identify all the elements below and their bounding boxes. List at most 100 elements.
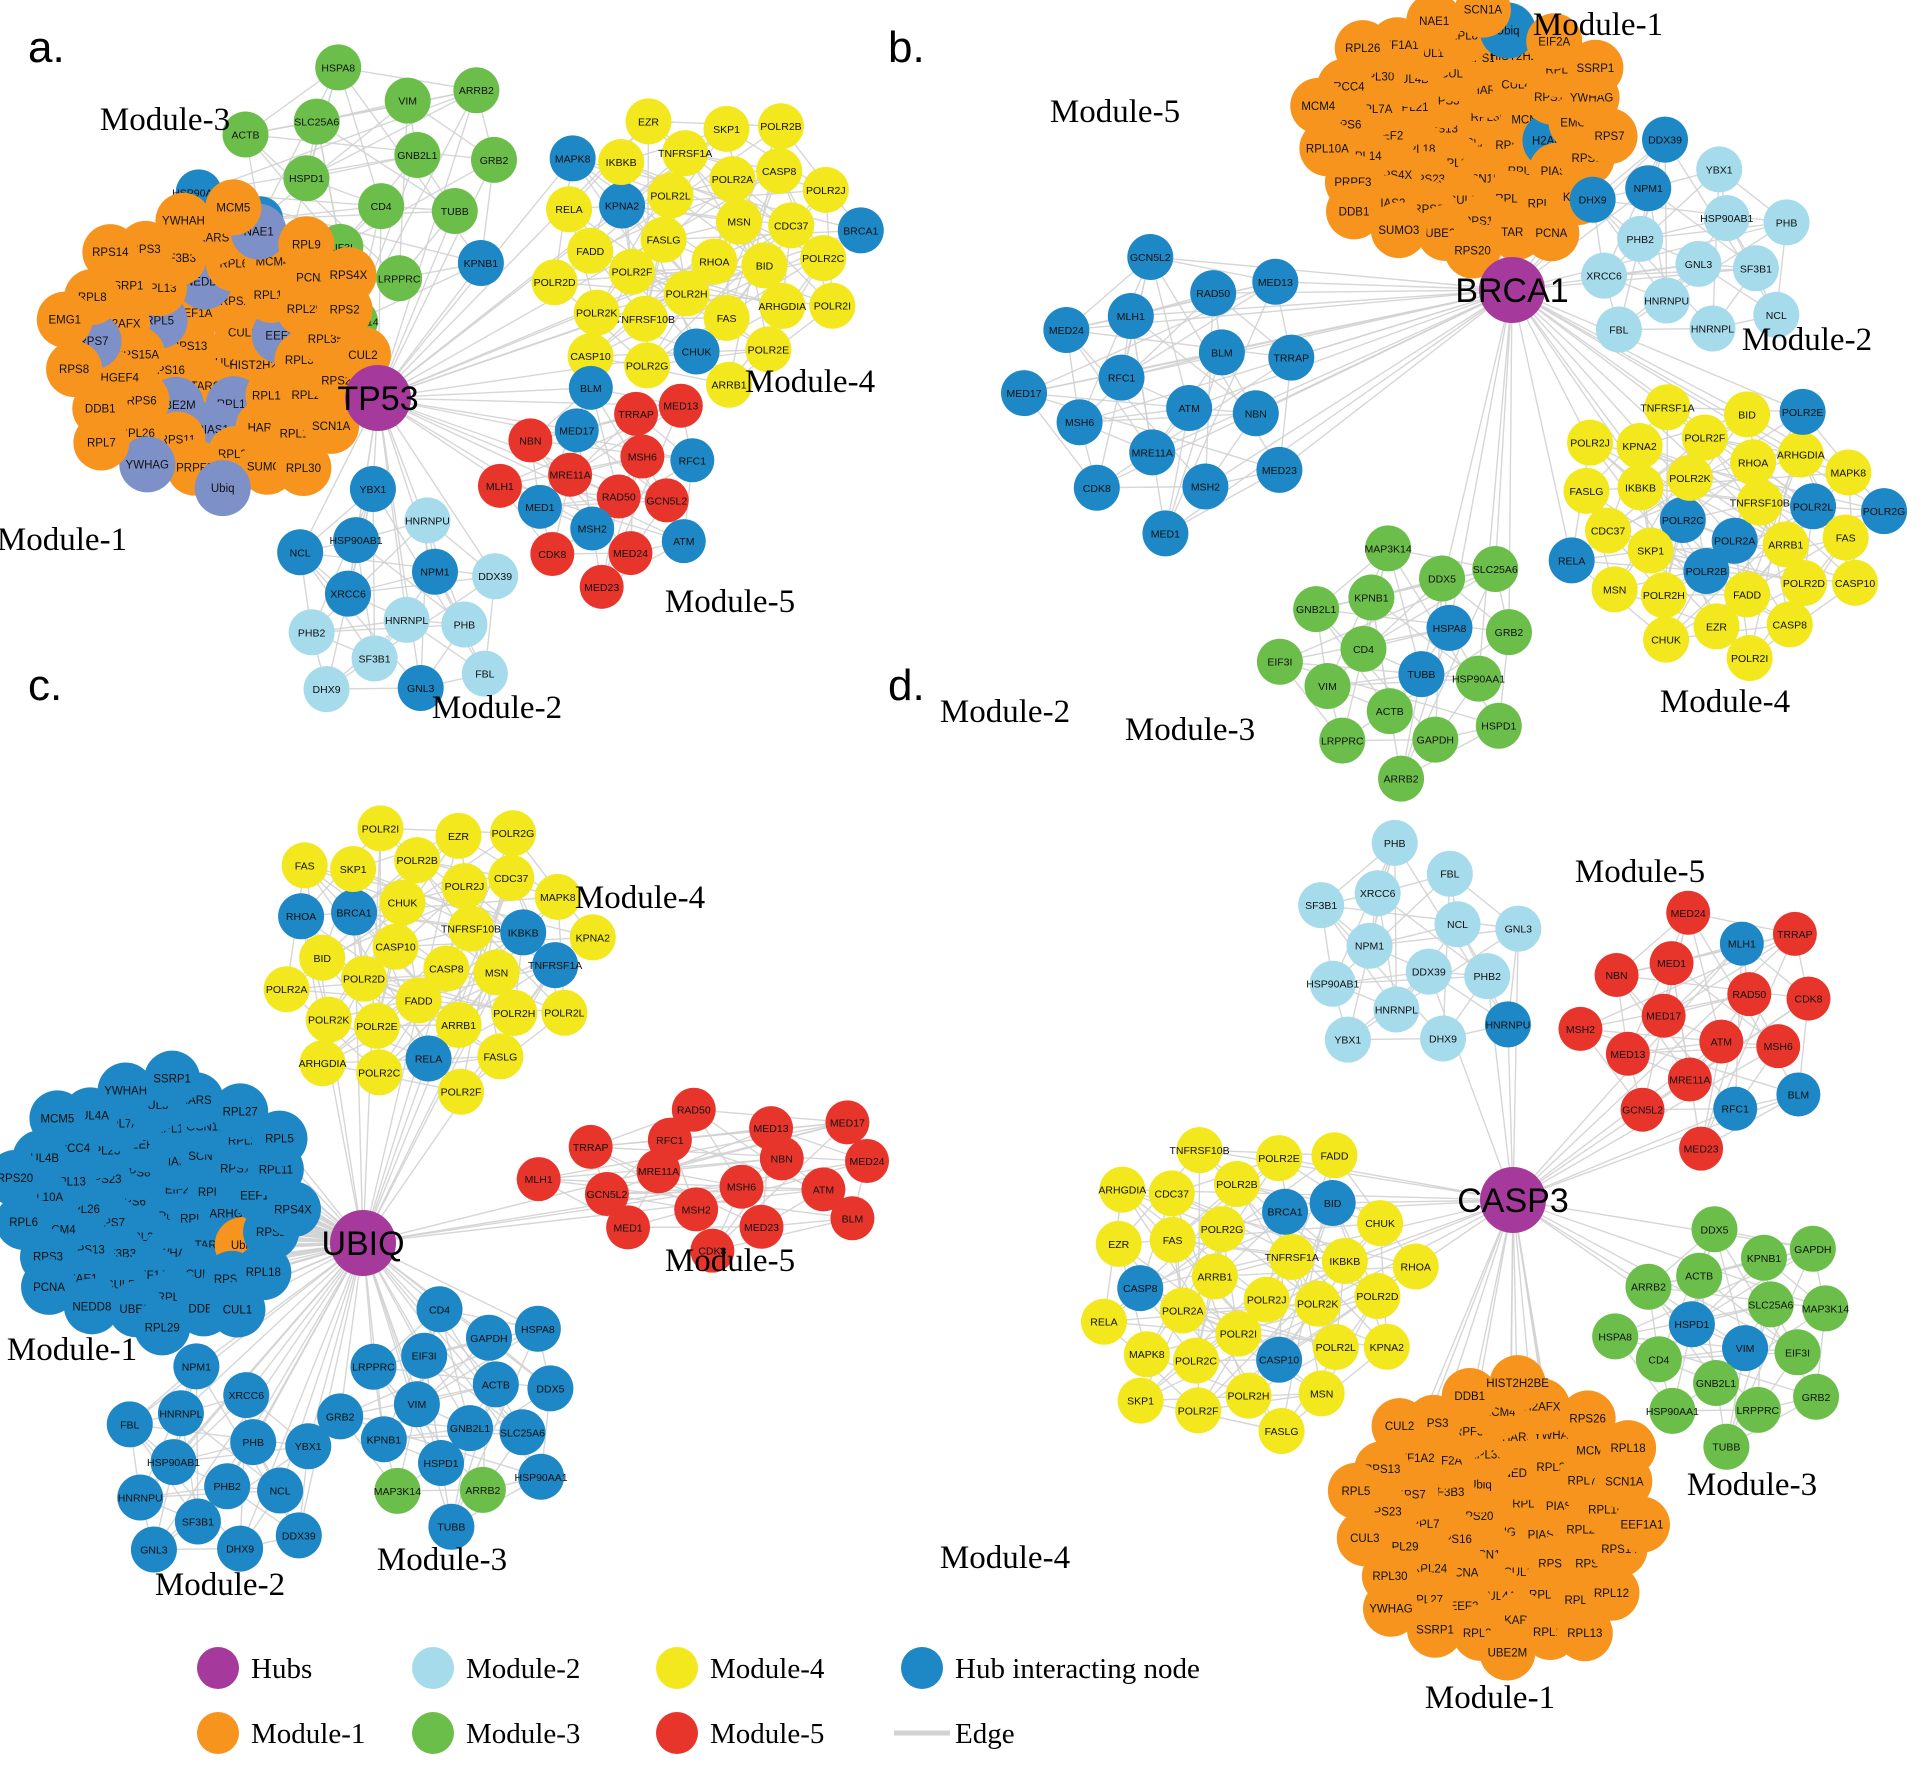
- node-mlh1[interactable]: [477, 463, 522, 508]
- node-med23[interactable]: [739, 1204, 784, 1249]
- node-pcna[interactable]: [21, 1258, 78, 1315]
- node-msn[interactable]: [1298, 1370, 1345, 1417]
- node-gnl3[interactable]: [130, 1526, 177, 1573]
- node-rps8[interactable]: [46, 341, 103, 398]
- node-casp10[interactable]: [567, 333, 614, 380]
- node-casp8[interactable]: [1766, 601, 1813, 648]
- node-eif3i[interactable]: [1774, 1329, 1821, 1376]
- node-med17[interactable]: [1001, 370, 1048, 417]
- node-polr2j[interactable]: [1567, 419, 1614, 466]
- node-rpl29[interactable]: [134, 1299, 191, 1356]
- node-med1[interactable]: [517, 484, 562, 529]
- node-npm1[interactable]: [1346, 922, 1393, 969]
- node-rela[interactable]: [405, 1035, 452, 1082]
- node-blm[interactable]: [1776, 1072, 1821, 1117]
- node-lrpprc[interactable]: [1319, 717, 1366, 764]
- node-grb2[interactable]: [1485, 609, 1532, 656]
- node-arhgdia[interactable]: [299, 1040, 346, 1087]
- node-rpl13[interactable]: [1556, 1605, 1613, 1662]
- node-cdc37[interactable]: [1148, 1170, 1195, 1217]
- node-polr2d[interactable]: [1780, 559, 1827, 606]
- node-phb2[interactable]: [1464, 953, 1511, 1000]
- hub-casp3[interactable]: [1480, 1167, 1546, 1233]
- node-blm[interactable]: [568, 365, 613, 410]
- node-dhx9[interactable]: [217, 1525, 264, 1572]
- node-polr2k[interactable]: [1666, 454, 1713, 501]
- node-ezr[interactable]: [1095, 1220, 1142, 1267]
- node-polr2g[interactable]: [1861, 488, 1908, 535]
- node-med17[interactable]: [554, 408, 599, 453]
- node-polr2a[interactable]: [709, 156, 756, 203]
- node-cul2[interactable]: [1371, 1398, 1428, 1455]
- node-arrb1[interactable]: [1191, 1253, 1238, 1300]
- node-actb[interactable]: [1366, 688, 1413, 735]
- node-ddb1[interactable]: [1326, 183, 1383, 240]
- node-trrap[interactable]: [1268, 334, 1315, 381]
- node-msh2[interactable]: [570, 506, 615, 551]
- node-cdk8[interactable]: [1073, 464, 1120, 511]
- node-npm1[interactable]: [173, 1343, 220, 1390]
- node-mapk8[interactable]: [1123, 1331, 1170, 1378]
- node-sumo3[interactable]: [1370, 202, 1427, 259]
- node-tnfrsf10b[interactable]: [448, 905, 495, 952]
- node-kpnb1[interactable]: [360, 1416, 407, 1463]
- node-fas[interactable]: [1149, 1216, 1196, 1263]
- node-kpna2[interactable]: [569, 914, 616, 961]
- node-hsp90ab1[interactable]: [1703, 195, 1750, 242]
- node-med13[interactable]: [749, 1106, 794, 1151]
- node-skp1[interactable]: [330, 845, 377, 892]
- node-arrb1[interactable]: [435, 1001, 482, 1048]
- node-hsp90ab1[interactable]: [333, 517, 380, 564]
- node-polr2h[interactable]: [491, 989, 538, 1036]
- node-kpna2[interactable]: [599, 182, 646, 229]
- node-ybx1[interactable]: [1324, 1016, 1371, 1063]
- hub-brca1[interactable]: [1479, 257, 1545, 323]
- node-rela[interactable]: [1080, 1298, 1127, 1345]
- node-hnrnpu[interactable]: [1484, 1001, 1531, 1048]
- node-kpna2[interactable]: [1363, 1323, 1410, 1370]
- node-ssrp1[interactable]: [144, 1050, 201, 1107]
- node-tubb[interactable]: [1703, 1423, 1750, 1470]
- node-polr2a[interactable]: [1159, 1287, 1206, 1334]
- node-fas[interactable]: [703, 294, 750, 341]
- node-phb[interactable]: [230, 1419, 277, 1466]
- node-casp8[interactable]: [756, 147, 803, 194]
- node-sf3b1[interactable]: [1732, 245, 1779, 292]
- node-vim[interactable]: [384, 77, 431, 124]
- node-vim[interactable]: [393, 1381, 440, 1428]
- node-med1[interactable]: [1649, 941, 1694, 986]
- node-fbl[interactable]: [106, 1401, 153, 1448]
- node-bid[interactable]: [1309, 1179, 1356, 1226]
- node-gnl3[interactable]: [397, 665, 444, 712]
- node-cd4[interactable]: [1635, 1336, 1682, 1383]
- node-rpl26[interactable]: [1334, 20, 1391, 77]
- node-cdc37[interactable]: [488, 854, 535, 901]
- node-polr2f[interactable]: [1681, 414, 1728, 461]
- node-polr2e[interactable]: [1779, 388, 1826, 435]
- node-mapk8[interactable]: [1825, 449, 1872, 496]
- node-rhoa[interactable]: [1730, 439, 1777, 486]
- node-gcn5l2[interactable]: [584, 1171, 629, 1216]
- node-faslg[interactable]: [640, 216, 687, 263]
- node-rpl6[interactable]: [0, 1193, 52, 1250]
- node-casp10[interactable]: [1256, 1336, 1303, 1383]
- node-dhx9[interactable]: [303, 666, 350, 713]
- node-rps14[interactable]: [82, 224, 139, 281]
- node-mcm5[interactable]: [205, 179, 262, 236]
- node-polr2f[interactable]: [609, 248, 656, 295]
- node-hnrnpu[interactable]: [1643, 277, 1690, 324]
- node-tnfrsf10b[interactable]: [1176, 1127, 1223, 1174]
- node-gnl3[interactable]: [1495, 905, 1542, 952]
- node-hist2h2be[interactable]: [1489, 1355, 1546, 1412]
- node-lrpprc[interactable]: [350, 1343, 397, 1390]
- node-casp8[interactable]: [423, 945, 470, 992]
- node-eif3i[interactable]: [1256, 638, 1303, 685]
- node-polr2g[interactable]: [1199, 1206, 1246, 1253]
- node-actb[interactable]: [1676, 1252, 1723, 1299]
- node-dhx9[interactable]: [1569, 176, 1616, 223]
- node-xrcc6[interactable]: [1581, 252, 1628, 299]
- node-kpnb1[interactable]: [1740, 1234, 1787, 1281]
- node-gnb2l1[interactable]: [447, 1405, 494, 1452]
- node-sf3b1[interactable]: [1298, 882, 1345, 929]
- node-blm[interactable]: [830, 1196, 875, 1241]
